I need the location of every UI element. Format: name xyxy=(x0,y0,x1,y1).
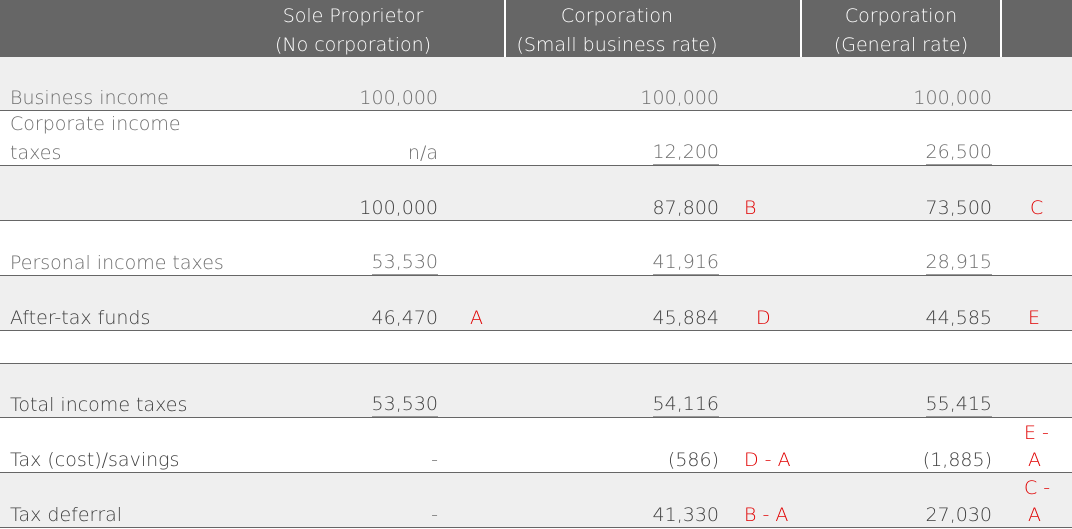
row-label: Personal income taxes xyxy=(10,252,224,274)
row-label: Total income taxes xyxy=(10,394,188,416)
tag-e-minus-a-line1: E - xyxy=(1024,422,1049,444)
header-small-line1: Corporation xyxy=(560,5,674,27)
header-sole-line1: Sole Proprietor xyxy=(282,5,424,27)
sole-value: 100,000 xyxy=(359,197,438,219)
header-general-line1: Corporation xyxy=(844,5,958,27)
tag-c-minus-a-line2: A xyxy=(1028,504,1041,526)
header-small-line2: (Small business rate) xyxy=(516,34,718,56)
tag-e: E xyxy=(1028,307,1041,329)
sole-value: n/a xyxy=(407,142,438,164)
tag-d-minus-a: D - A xyxy=(744,449,791,471)
sole-value: 100,000 xyxy=(359,87,438,109)
tag-d: D xyxy=(756,307,771,329)
tag-c-minus-a-line1: C - xyxy=(1024,477,1051,499)
small-value: 100,000 xyxy=(640,87,719,109)
tag-b: B xyxy=(744,197,757,219)
row-label-line1: Corporate income xyxy=(10,113,181,135)
tag-b-minus-a: B - A xyxy=(744,504,789,526)
table-row: Personal income taxes 53,530 41,916 28,9… xyxy=(0,221,1072,276)
header-general-line2: (General rate) xyxy=(833,34,969,56)
table-row: Business income 100,000 100,000 100,000 xyxy=(0,57,1072,111)
general-value: 73,500 xyxy=(925,197,992,219)
tag-c: C xyxy=(1030,197,1044,219)
general-value: 100,000 xyxy=(913,87,992,109)
row-label: Tax (cost)/savings xyxy=(10,449,180,471)
sole-value: 53,530 xyxy=(371,251,438,275)
sole-value: - xyxy=(431,449,438,471)
sole-value: - xyxy=(431,504,438,526)
header-corp-small: Corporation (Small business rate) xyxy=(506,0,728,57)
row-label-line2: taxes xyxy=(10,142,62,164)
table-row: After-tax funds 46,470 A 45,884 D 44,585… xyxy=(0,276,1072,331)
header-sole-proprietor: Sole Proprietor (No corporation) xyxy=(258,0,448,57)
small-value: 54,116 xyxy=(652,393,719,417)
row-label: After-tax funds xyxy=(10,307,151,329)
table-row: 100,000 87,800 B 73,500 C xyxy=(0,166,1072,221)
table-row: Tax (cost)/savings - (586) D - A (1,885)… xyxy=(0,418,1072,473)
table-row-spacer xyxy=(0,331,1072,364)
general-value: 55,415 xyxy=(925,393,992,417)
tag-a: A xyxy=(470,307,483,329)
general-value: 44,585 xyxy=(925,307,992,329)
general-value: 28,915 xyxy=(925,251,992,275)
small-value: 45,884 xyxy=(652,307,719,329)
small-value: 41,330 xyxy=(652,504,719,526)
general-value: 26,500 xyxy=(925,141,992,165)
general-value: (1,885) xyxy=(922,449,992,471)
header-sole-line2: (No corporation) xyxy=(274,34,432,56)
small-value: 41,916 xyxy=(652,251,719,275)
small-value: 12,200 xyxy=(652,141,719,165)
table-row: Corporate income taxes n/a 12,200 26,500 xyxy=(0,111,1072,166)
table-row: Total income taxes 53,530 54,116 55,415 xyxy=(0,364,1072,418)
small-value: (586) xyxy=(667,449,719,471)
tag-e-minus-a-line2: A xyxy=(1028,449,1041,471)
row-label: Tax deferral xyxy=(10,504,123,526)
sole-value: 46,470 xyxy=(371,307,438,329)
header-corp-general: Corporation (General rate) xyxy=(802,0,1000,57)
table-row: Tax deferral - 41,330 B - A 27,030 C - A xyxy=(0,473,1072,528)
table-header: Sole Proprietor (No corporation) Corpora… xyxy=(0,0,1072,57)
small-value: 87,800 xyxy=(652,197,719,219)
row-label: Business income xyxy=(10,87,169,109)
sole-value: 53,530 xyxy=(371,393,438,417)
general-value: 27,030 xyxy=(925,504,992,526)
